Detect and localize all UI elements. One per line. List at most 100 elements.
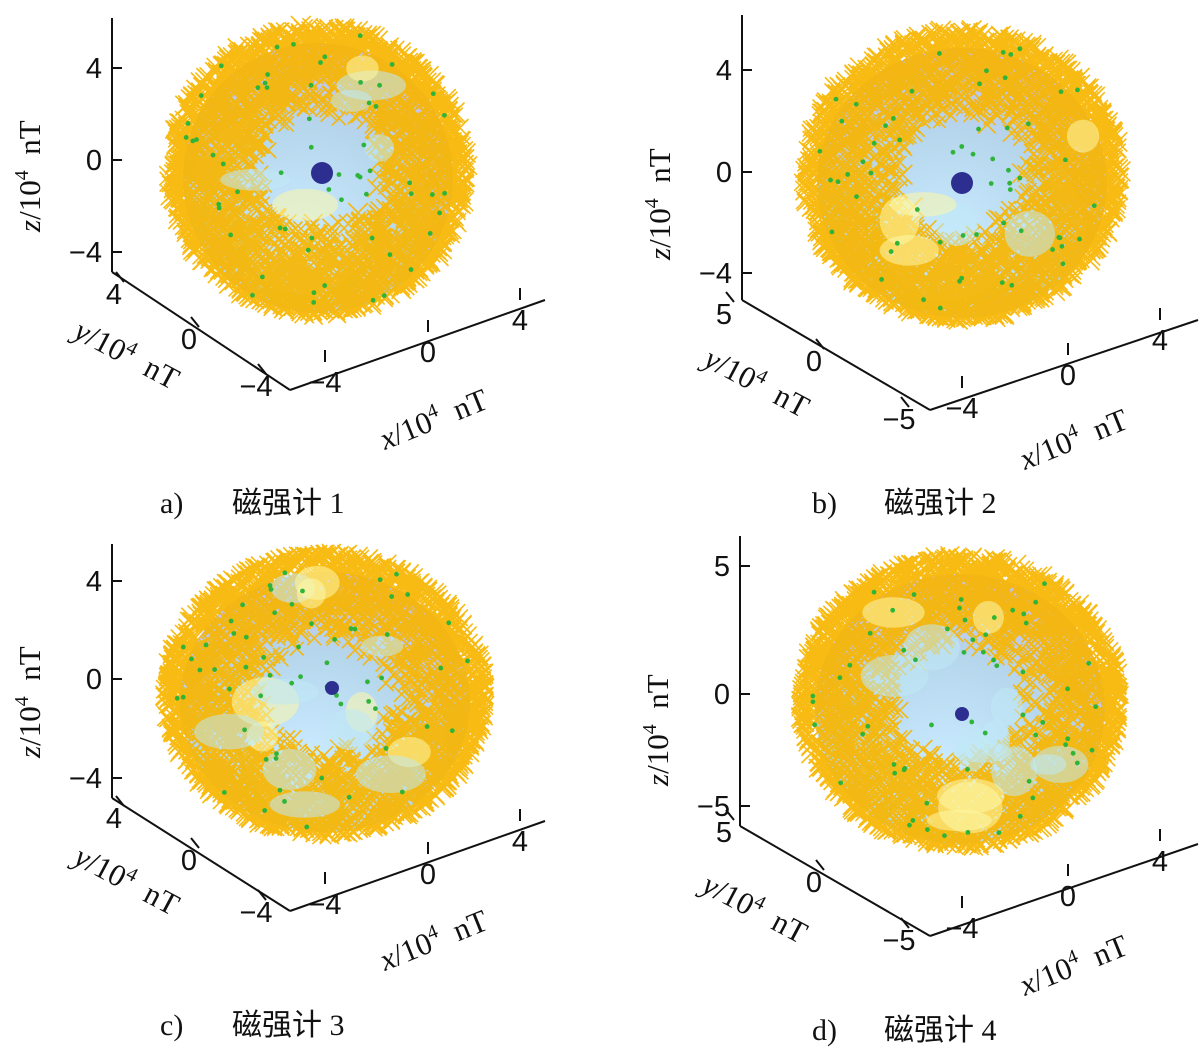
x-axis-label: x/104 nT: [1013, 401, 1133, 477]
x-tick-label: −4: [945, 913, 978, 945]
caption-letter: d): [812, 1014, 837, 1047]
green-point: [892, 770, 898, 776]
green-point: [959, 275, 965, 281]
green-point: [255, 85, 261, 91]
green-point: [243, 664, 249, 670]
centre-point: [311, 162, 333, 184]
surface-patch: [879, 196, 920, 245]
green-point: [262, 80, 268, 86]
y-tick: [257, 363, 267, 375]
green-point: [322, 283, 328, 288]
green-point: [871, 589, 877, 595]
green-point: [377, 82, 382, 88]
green-point: [259, 274, 265, 280]
green-point: [1002, 75, 1008, 81]
surface-patch: [935, 203, 979, 246]
z-axis-label: z/104 nT: [11, 120, 47, 233]
green-point: [960, 233, 966, 238]
green-point: [389, 61, 395, 67]
y-axis-label: y/104 nT: [66, 310, 186, 396]
green-point: [1063, 742, 1069, 748]
green-point: [377, 577, 383, 583]
green-point: [309, 235, 315, 241]
green-point: [965, 829, 971, 835]
y-axis: [741, 299, 931, 411]
green-point: [1007, 187, 1013, 193]
green-point: [304, 824, 310, 830]
green-point: [383, 745, 389, 751]
green-point: [894, 240, 900, 246]
caption-text: 磁强计 4: [884, 1014, 997, 1047]
panel-d: 5 0 −5 5 0 −5 −4 0 4 z/104 nT y/104 nT x/104 nT: [600, 526, 1200, 1051]
green-point: [355, 173, 361, 178]
green-point: [231, 631, 237, 636]
green-point: [235, 189, 240, 195]
z-axis-label: z/104 nT: [641, 148, 677, 261]
green-point: [1025, 121, 1031, 127]
x-tick-label: 0: [1060, 881, 1076, 913]
green-point: [228, 618, 234, 624]
panel-c: 4 0 −4 4 0 −4 −4 0 4 z/104 nT y/104 nT x/104 nT: [0, 526, 600, 1051]
surface-patch: [361, 635, 404, 657]
green-point: [1010, 607, 1016, 613]
y-tick: [115, 271, 125, 283]
green-point: [338, 701, 344, 707]
surface-patch: [990, 687, 1023, 726]
green-point: [334, 693, 339, 698]
green-point: [309, 621, 314, 627]
green-point: [358, 79, 363, 85]
green-point: [911, 592, 917, 597]
y-tick: [815, 338, 825, 350]
green-point: [983, 632, 989, 638]
green-point: [888, 249, 894, 254]
green-point: [817, 148, 823, 154]
green-point: [267, 583, 273, 588]
green-point: [308, 82, 314, 88]
surface-patch: [926, 809, 992, 832]
x-tick-label: 0: [420, 337, 436, 369]
green-point: [871, 140, 877, 146]
y-tick: [725, 809, 735, 821]
x-tick-label: −4: [945, 393, 978, 425]
caption-c: c) 磁强计 3: [160, 1000, 345, 1044]
y-tick: [190, 837, 200, 849]
green-point: [357, 33, 363, 39]
z-tick-label: 0: [716, 157, 732, 189]
green-point: [319, 775, 325, 781]
green-point: [1057, 235, 1063, 241]
green-point: [1074, 760, 1080, 766]
green-point: [937, 51, 942, 56]
z-tick-label: −4: [699, 258, 732, 290]
green-point: [957, 605, 962, 611]
surface-patch: [262, 748, 317, 790]
green-point: [959, 144, 965, 149]
surface-patch: [1066, 119, 1100, 153]
green-point: [291, 41, 296, 47]
green-point: [929, 722, 934, 728]
green-point: [829, 229, 835, 235]
green-point: [370, 297, 376, 303]
x-tick-label: 4: [512, 826, 528, 858]
green-point: [999, 280, 1005, 286]
green-point: [366, 698, 372, 704]
green-point: [289, 601, 295, 607]
y-axis-label: y/104 nT: [696, 338, 816, 424]
green-point: [373, 706, 378, 712]
green-point: [1017, 813, 1023, 819]
green-point: [1020, 712, 1026, 718]
green-point: [180, 694, 186, 700]
green-point: [961, 649, 967, 655]
x-axis: [929, 319, 1199, 411]
green-point: [1065, 686, 1070, 692]
green-point: [913, 657, 918, 663]
green-point: [363, 191, 369, 197]
green-point: [427, 231, 433, 236]
z-tick-label: 4: [86, 53, 102, 85]
x-tick-label: −4: [308, 367, 341, 399]
green-point: [925, 827, 930, 832]
z-tick-label: 5: [714, 551, 730, 583]
x-axis-label: x/104 nT: [373, 381, 493, 457]
caption-text: 磁强计 2: [884, 487, 997, 520]
green-point: [424, 724, 430, 729]
centre-point: [325, 681, 339, 695]
